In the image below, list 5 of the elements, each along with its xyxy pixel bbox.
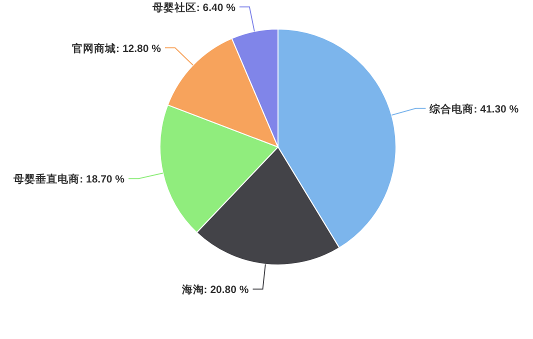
slice-label: 母婴社区: 6.40 % xyxy=(151,0,236,14)
slice-label: 母婴垂直电商: 18.70 % xyxy=(12,172,126,186)
slice-label: 官网商城: 12.80 % xyxy=(72,42,162,55)
slice-label: 海淘: 20.80 % xyxy=(180,283,250,296)
slice-label: 综合电商: 41.30 % xyxy=(428,102,520,116)
